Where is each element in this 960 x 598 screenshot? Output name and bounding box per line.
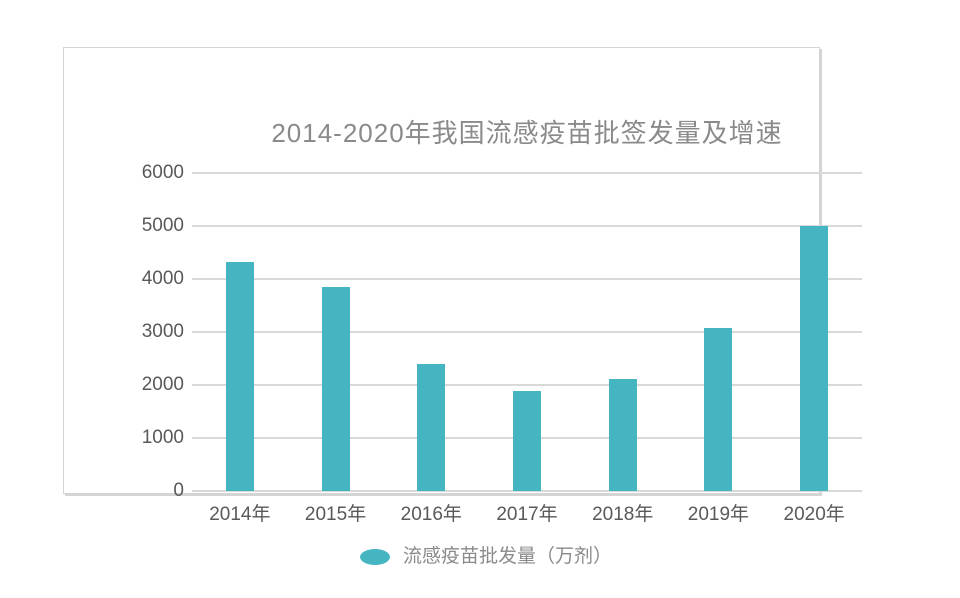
legend: 流感疫苗批发量（万剂） xyxy=(360,544,612,570)
bar-2015年 xyxy=(321,287,350,491)
gridline-3000 xyxy=(192,331,862,333)
gridline-5000 xyxy=(192,225,862,227)
legend-label: 流感疫苗批发量（万剂） xyxy=(403,546,613,567)
y-tick-label: 3000 xyxy=(141,321,184,342)
bar-2019年 xyxy=(704,327,733,491)
x-tick-label: 2020年 xyxy=(783,504,845,525)
y-tick-label: 1000 xyxy=(141,427,184,448)
y-tick-label: 5000 xyxy=(141,215,184,236)
bar-2016年 xyxy=(417,363,446,491)
legend-marker-icon xyxy=(360,549,390,565)
y-tick-label: 2000 xyxy=(141,374,184,395)
gridline-0 xyxy=(192,490,862,492)
x-tick-label: 2018年 xyxy=(592,504,654,525)
bar-2017年 xyxy=(513,390,541,491)
chart-panel: 2014-2020年我国流感疫苗批签发量及增速 0 1000 2000 3000 400… xyxy=(63,47,862,525)
y-tick-label: 0 xyxy=(173,480,184,501)
gridline-6000 xyxy=(192,172,862,174)
x-tick-label: 2016年 xyxy=(400,504,462,525)
bar-2014年 xyxy=(225,261,254,491)
chart-title: 2014-2020年我国流感疫苗批签发量及增速 xyxy=(271,118,783,148)
x-tick-label: 2019年 xyxy=(687,504,750,525)
bar-2018年 xyxy=(608,379,637,491)
bar-2020年 xyxy=(800,226,829,491)
gridline-4000 xyxy=(192,278,862,280)
y-tick-label: 4000 xyxy=(141,268,184,289)
x-tick-label: 2015年 xyxy=(304,504,367,525)
x-tick-label: 2017年 xyxy=(496,504,558,525)
plot-area xyxy=(192,172,862,492)
gridline-2000 xyxy=(192,384,862,386)
x-tick-label: 2014年 xyxy=(209,504,271,525)
y-tick-label: 6000 xyxy=(141,162,184,183)
